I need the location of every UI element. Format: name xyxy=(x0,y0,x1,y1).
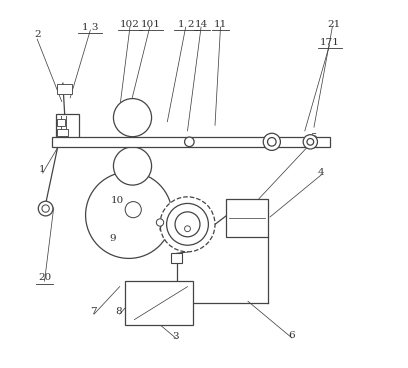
Circle shape xyxy=(175,212,200,237)
Circle shape xyxy=(307,138,314,145)
Circle shape xyxy=(113,99,152,137)
Circle shape xyxy=(166,204,208,245)
Text: 11: 11 xyxy=(214,20,227,29)
Circle shape xyxy=(303,135,317,149)
Circle shape xyxy=(156,219,164,226)
Text: 7: 7 xyxy=(90,307,97,316)
Text: 1 3: 1 3 xyxy=(82,23,99,32)
Text: 1 2: 1 2 xyxy=(178,20,195,29)
Bar xyxy=(58,84,72,94)
Text: 101: 101 xyxy=(141,20,161,29)
Circle shape xyxy=(268,138,276,146)
Circle shape xyxy=(42,205,49,212)
Text: 6: 6 xyxy=(288,331,295,340)
Text: 20: 20 xyxy=(38,273,51,282)
Circle shape xyxy=(184,137,194,146)
Circle shape xyxy=(113,147,152,185)
Text: 2: 2 xyxy=(34,30,40,39)
Bar xyxy=(58,129,68,135)
Text: 10: 10 xyxy=(111,196,124,205)
Circle shape xyxy=(125,202,141,218)
Circle shape xyxy=(184,226,191,232)
Text: 9: 9 xyxy=(110,234,116,243)
Text: 3: 3 xyxy=(172,332,179,340)
Text: 1: 1 xyxy=(39,165,45,174)
Circle shape xyxy=(86,172,172,258)
Bar xyxy=(52,137,330,147)
Bar xyxy=(171,254,182,263)
Text: 171: 171 xyxy=(320,38,340,47)
Bar xyxy=(226,199,268,237)
Circle shape xyxy=(38,201,53,216)
Text: 8: 8 xyxy=(115,307,122,316)
Bar xyxy=(58,120,65,126)
Text: 102: 102 xyxy=(120,20,140,29)
Text: 21: 21 xyxy=(328,20,341,29)
Circle shape xyxy=(160,197,215,252)
Text: 5: 5 xyxy=(310,133,317,142)
Text: 14: 14 xyxy=(195,20,208,29)
Text: 4: 4 xyxy=(318,168,325,177)
Bar xyxy=(55,114,79,140)
Circle shape xyxy=(263,133,280,151)
Bar xyxy=(125,281,193,325)
